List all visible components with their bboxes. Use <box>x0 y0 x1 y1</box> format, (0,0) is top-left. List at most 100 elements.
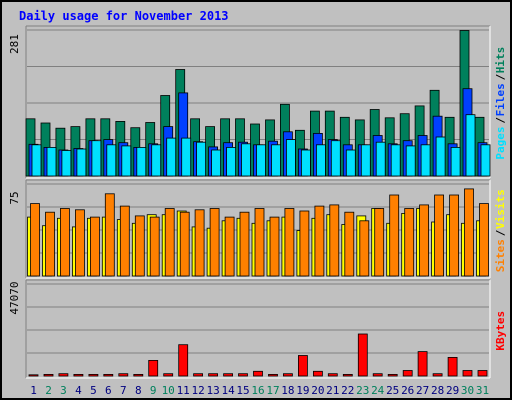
x-tick-label: 25 <box>386 384 399 397</box>
bar-sites-day-19 <box>299 210 310 277</box>
legend-sites: Sites <box>494 239 507 272</box>
bar-sites-day-30 <box>464 188 474 277</box>
bar-kbytes-day-3 <box>58 373 69 377</box>
bar-pages-day-28 <box>435 136 446 177</box>
bar-pages-day-7 <box>121 145 132 177</box>
bar-sites-day-17 <box>269 216 280 277</box>
x-tick-label: 8 <box>135 384 142 397</box>
bar-kbytes-day-31 <box>477 370 488 377</box>
bar-pages-day-29 <box>450 146 461 177</box>
x-tick-label: 3 <box>60 384 67 397</box>
bar-pages-day-15 <box>241 143 251 177</box>
bar-sites-day-6 <box>104 193 115 277</box>
bar-sites-day-5 <box>90 216 100 277</box>
bar-kbytes-day-7 <box>118 373 129 377</box>
bar-pages-day-23 <box>360 144 371 177</box>
bar-sites-day-23 <box>359 220 370 277</box>
x-tick-label: 19 <box>296 384 309 397</box>
bar-kbytes-day-25 <box>387 373 398 377</box>
x-tick-label: 10 <box>162 384 175 397</box>
chart-title: Daily usage for November 2013 <box>19 9 229 23</box>
series-sites <box>30 188 489 277</box>
x-tick-label: 22 <box>341 384 354 397</box>
bar-sites-day-14 <box>224 216 235 277</box>
bar-pages-day-26 <box>405 145 416 177</box>
bar-pages-day-13 <box>211 149 222 177</box>
series-pages <box>31 114 491 177</box>
bar-sites-day-20 <box>314 205 325 277</box>
bar-kbytes-day-5 <box>88 373 99 377</box>
bar-pages-day-31 <box>480 144 491 177</box>
panel-background <box>26 280 490 378</box>
y-max-label: 281 <box>8 34 21 54</box>
bar-kbytes-day-4 <box>73 373 84 377</box>
bar-kbytes-day-12 <box>193 373 204 377</box>
y-max-label: 47070 <box>8 281 21 314</box>
legend-separator: / <box>494 117 507 124</box>
bar-sites-day-28 <box>434 194 445 277</box>
bar-kbytes-day-15 <box>238 373 248 377</box>
bar-kbytes-day-13 <box>208 373 219 377</box>
bar-kbytes-day-19 <box>297 355 308 377</box>
bar-sites-day-4 <box>75 209 85 277</box>
bar-pages-day-12 <box>196 141 207 177</box>
bar-sites-day-24 <box>374 208 385 277</box>
bar-pages-day-21 <box>330 140 341 177</box>
bar-sites-day-21 <box>329 204 340 277</box>
bar-pages-day-20 <box>315 144 326 177</box>
x-tick-label: 1 <box>30 384 37 397</box>
x-tick-label: 13 <box>206 384 219 397</box>
y-max-label: 75 <box>8 191 21 204</box>
bar-sites-day-29 <box>449 194 460 277</box>
bar-sites-day-15 <box>239 211 250 277</box>
bar-sites-day-11 <box>179 211 190 277</box>
x-tick-label: 29 <box>446 384 459 397</box>
bar-kbytes-day-26 <box>402 370 413 377</box>
legend-visits: Visits <box>494 189 507 229</box>
bar-kbytes-day-8 <box>133 373 144 377</box>
bar-sites-day-13 <box>209 208 220 277</box>
x-tick-label: 11 <box>177 384 190 397</box>
panel-kbytes: 47070 <box>8 279 491 379</box>
bar-pages-day-9 <box>151 144 162 177</box>
panel-requests: 281 <box>8 25 491 179</box>
bar-pages-day-3 <box>61 150 72 177</box>
bar-pages-day-25 <box>390 144 401 177</box>
legend-files: Files <box>494 83 507 116</box>
x-tick-label: 15 <box>236 384 249 397</box>
bar-kbytes-day-30 <box>462 370 473 377</box>
x-tick-label: 27 <box>416 384 429 397</box>
legend-pages: Pages <box>494 126 507 159</box>
bar-kbytes-day-14 <box>223 373 234 377</box>
bar-sites-day-16 <box>254 208 265 277</box>
bar-pages-day-18 <box>285 139 296 177</box>
bar-kbytes-day-20 <box>312 370 323 377</box>
x-tick-label: 26 <box>401 384 414 397</box>
bar-kbytes-day-18 <box>282 373 293 377</box>
bar-sites-day-27 <box>419 204 430 277</box>
bar-sites-day-7 <box>119 205 130 277</box>
bar-sites-day-25 <box>389 194 400 277</box>
bar-pages-day-17 <box>271 144 281 177</box>
bar-kbytes-day-2 <box>43 373 54 377</box>
bar-kbytes-day-29 <box>447 356 458 377</box>
bar-kbytes-day-16 <box>253 370 263 377</box>
x-tick-label: 4 <box>75 384 82 397</box>
bar-kbytes-day-6 <box>103 373 114 377</box>
bar-kbytes-day-23 <box>357 333 368 377</box>
bar-sites-day-8 <box>134 215 145 277</box>
bar-pages-day-2 <box>46 146 57 177</box>
bar-kbytes-day-17 <box>268 373 278 377</box>
bar-sites-day-18 <box>284 208 295 277</box>
legend-separator: / <box>494 229 507 236</box>
bar-pages-day-6 <box>106 144 117 177</box>
bar-sites-day-2 <box>45 211 55 277</box>
bar-pages-day-10 <box>166 137 177 177</box>
legend-panel-2: Sites /Visits <box>494 189 507 272</box>
x-tick-label: 17 <box>266 384 279 397</box>
bar-pages-day-4 <box>76 148 87 177</box>
bar-pages-day-30 <box>465 114 476 177</box>
bar-pages-day-1 <box>31 144 42 177</box>
bar-sites-day-3 <box>60 208 70 277</box>
